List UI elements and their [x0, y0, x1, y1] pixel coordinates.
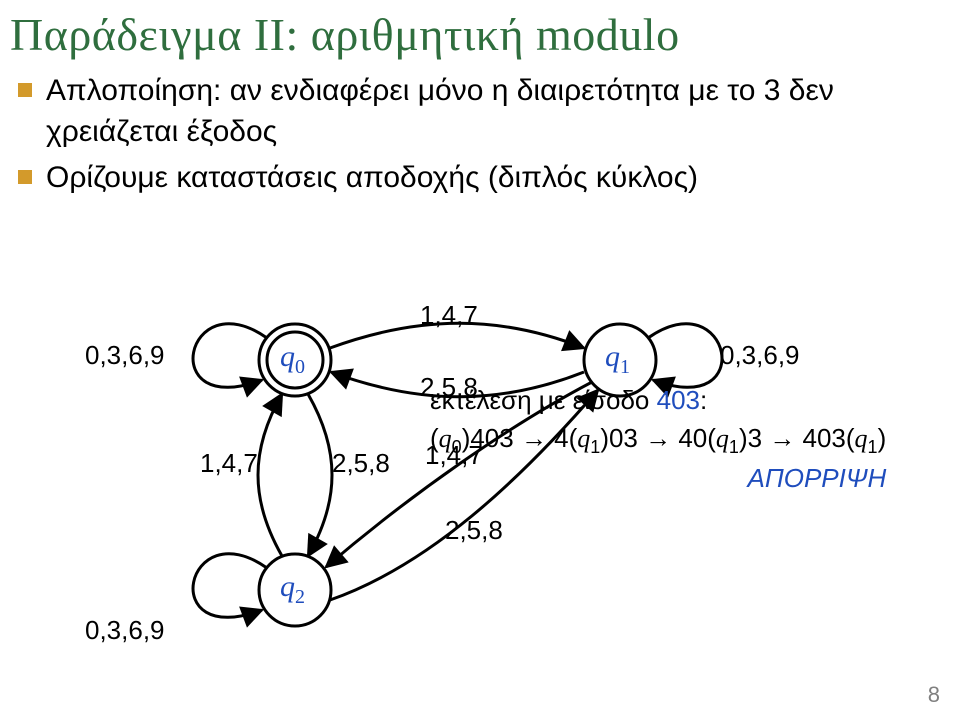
state-label-q1: q1 — [605, 340, 630, 379]
label-selfloop-q2: 0,3,6,9 — [85, 615, 165, 646]
execution-result: ΑΠΟΡΡΙΨΗ — [430, 460, 886, 498]
bullet-square-icon — [18, 83, 32, 97]
execution-header: εκτέλεση με είσοδο 403: — [430, 382, 886, 420]
selfloop-q1 — [648, 324, 722, 388]
selfloop-q0 — [193, 324, 267, 388]
selfloop-q2 — [193, 554, 267, 618]
bullet-item: Ορίζουμε καταστάσεις αποδοχής (διπλός κύ… — [18, 158, 960, 199]
bullet-square-icon — [18, 170, 32, 184]
page-title: Παράδειγμα ΙΙ: αριθμητική modulo — [0, 0, 960, 61]
label-selfloop-q0: 0,3,6,9 — [85, 340, 165, 371]
page-number: 8 — [928, 682, 940, 708]
bullet-item: Απλοποίηση: αν ενδιαφέρει μόνο η διαιρετ… — [18, 71, 960, 152]
bullet-list: Απλοποίηση: αν ενδιαφέρει μόνο η διαιρετ… — [0, 61, 960, 199]
edge-q0-q2 — [308, 394, 332, 556]
execution-steps: (q0)403 → 4(q1)03 → 40(q1)3 → 403(q1) — [430, 420, 886, 460]
label-q2-q1: 2,5,8 — [445, 515, 503, 546]
label-q0-q1: 1,4,7 — [420, 300, 478, 331]
label-q0-q2: 2,5,8 — [332, 448, 390, 479]
bullet-text: Απλοποίηση: αν ενδιαφέρει μόνο η διαιρετ… — [46, 71, 960, 152]
label-q2-q0: 1,4,7 — [200, 448, 258, 479]
execution-trace: εκτέλεση με είσοδο 403: (q0)403 → 4(q1)0… — [430, 382, 886, 498]
state-label-q2: q2 — [280, 570, 305, 609]
state-label-q0: q0 — [280, 340, 305, 379]
bullet-text: Ορίζουμε καταστάσεις αποδοχής (διπλός κύ… — [46, 158, 960, 199]
edge-q2-q0 — [258, 394, 282, 556]
label-selfloop-q1: 0,3,6,9 — [720, 340, 800, 371]
